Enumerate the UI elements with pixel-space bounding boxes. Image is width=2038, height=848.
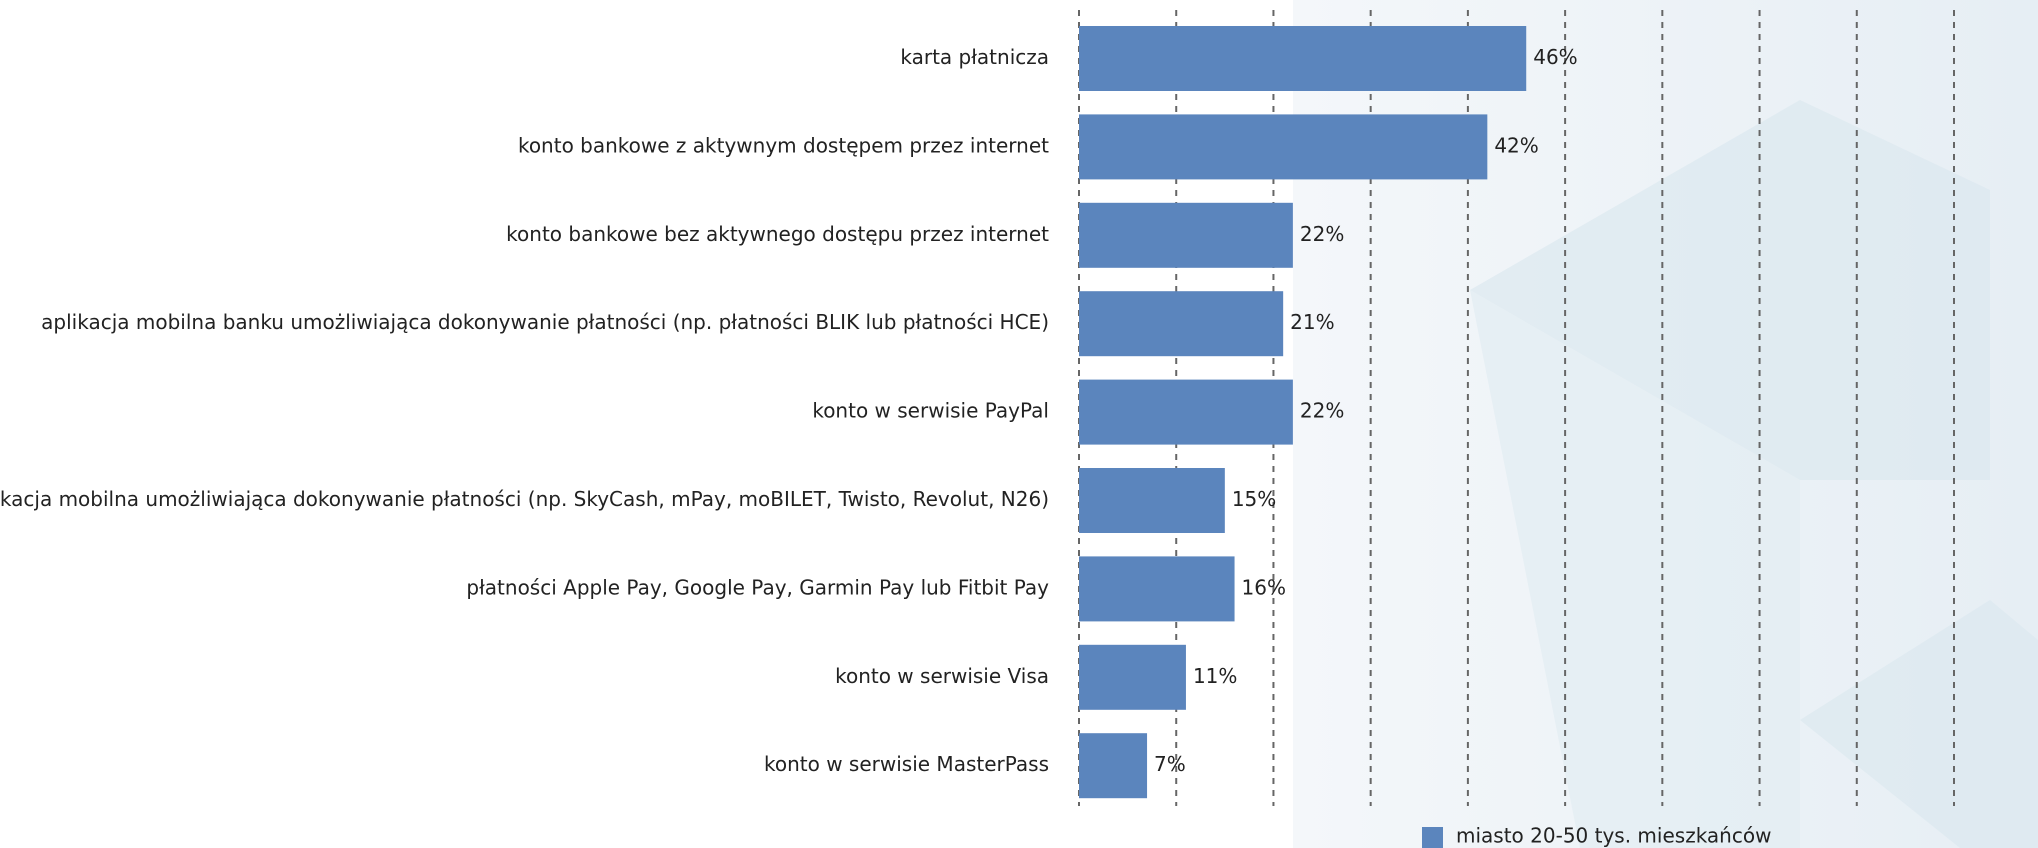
value-label: 7% bbox=[1154, 752, 1186, 776]
background-shape bbox=[1470, 290, 1800, 848]
value-label: 42% bbox=[1494, 133, 1538, 157]
bar bbox=[1079, 468, 1225, 533]
bar bbox=[1079, 202, 1293, 268]
bar bbox=[1079, 379, 1293, 445]
legend-swatch bbox=[1422, 827, 1443, 848]
y-tick-label: konto bankowe z aktywnym dostępem przez … bbox=[518, 133, 1049, 157]
bar bbox=[1079, 644, 1186, 710]
value-label: 21% bbox=[1290, 310, 1334, 334]
bar bbox=[1079, 733, 1148, 799]
value-label: 46% bbox=[1533, 45, 1577, 69]
value-label: 15% bbox=[1232, 487, 1276, 511]
bar bbox=[1079, 291, 1284, 357]
value-label: 11% bbox=[1193, 664, 1237, 688]
value-label: 22% bbox=[1300, 399, 1344, 423]
y-tick-label: aplikacja mobilna umożliwiająca dokonywa… bbox=[0, 487, 1049, 511]
bar bbox=[1079, 556, 1235, 622]
legend-label: miasto 20-50 tys. mieszkańców bbox=[1456, 824, 1771, 848]
bar bbox=[1079, 114, 1488, 180]
y-tick-label: płatności Apple Pay, Google Pay, Garmin … bbox=[466, 575, 1049, 599]
y-tick-label: konto w serwisie PayPal bbox=[812, 399, 1049, 423]
value-label: 22% bbox=[1300, 222, 1344, 246]
y-tick-label: konto w serwisie MasterPass bbox=[764, 752, 1049, 776]
y-tick-label: konto w serwisie Visa bbox=[835, 664, 1049, 688]
y-tick-label: aplikacja mobilna banku umożliwiająca do… bbox=[41, 310, 1049, 334]
background-shape bbox=[1470, 100, 1990, 480]
bar bbox=[1079, 26, 1527, 91]
y-tick-label: konto bankowe bez aktywnego dostępu prze… bbox=[506, 222, 1049, 246]
y-tick-label: karta płatnicza bbox=[900, 45, 1049, 69]
background-shape bbox=[1800, 600, 2038, 848]
value-label: 16% bbox=[1242, 575, 1286, 599]
